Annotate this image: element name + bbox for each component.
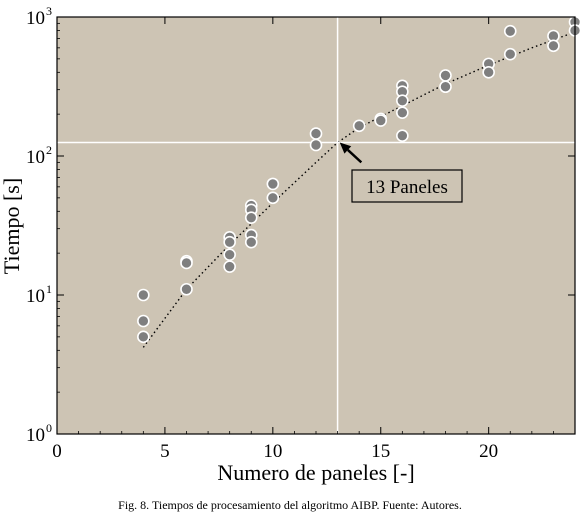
plot-area (57, 17, 575, 434)
data-point (503, 24, 517, 38)
annotation-label: 13 Paneles (366, 177, 448, 198)
data-point (137, 330, 150, 344)
data-point (309, 127, 323, 140)
data-point (374, 114, 388, 127)
y-tick-label: 10 (26, 286, 45, 307)
data-point (223, 248, 236, 261)
data-point (439, 80, 452, 94)
data-point (266, 177, 280, 191)
x-tick-label: 5 (160, 441, 170, 462)
data-point (396, 106, 409, 119)
x-tick-label: 0 (52, 441, 62, 462)
x-tick-label: 10 (263, 441, 282, 462)
x-tick-label: 20 (479, 441, 498, 462)
data-point (547, 39, 560, 53)
annotation-arrow (346, 149, 363, 164)
y-tick-label: 10 (26, 425, 45, 446)
data-point (352, 119, 366, 133)
x-tick-label: 15 (371, 441, 390, 462)
data-point (482, 66, 495, 79)
y-tick-label: 10 (26, 147, 45, 168)
y-tick-exponent: 2 (46, 143, 52, 157)
data-point (439, 69, 452, 82)
y-axis-title: Tiempo [s] (0, 178, 24, 274)
data-point (244, 211, 258, 224)
data-point (137, 314, 150, 328)
data-point (223, 235, 236, 249)
y-tick-label: 10 (26, 8, 45, 29)
data-point (396, 94, 409, 107)
annotation-arrow-head (339, 142, 352, 154)
data-point (396, 129, 409, 142)
data-point (309, 138, 323, 152)
y-tick-exponent: 0 (46, 421, 52, 435)
figure-caption: Fig. 8. Tiempos de procesamiento del alg… (118, 498, 462, 512)
data-point (137, 288, 150, 302)
annotation-box (351, 169, 463, 203)
data-point (180, 256, 193, 270)
data-point (503, 47, 517, 61)
x-axis-title: Numero de paneles [-] (217, 460, 414, 485)
y-tick-exponent: 1 (46, 282, 52, 296)
data-point (244, 235, 258, 249)
data-point (223, 260, 236, 273)
data-point (266, 191, 280, 205)
y-tick-exponent: 3 (46, 4, 52, 18)
data-point (180, 282, 193, 296)
